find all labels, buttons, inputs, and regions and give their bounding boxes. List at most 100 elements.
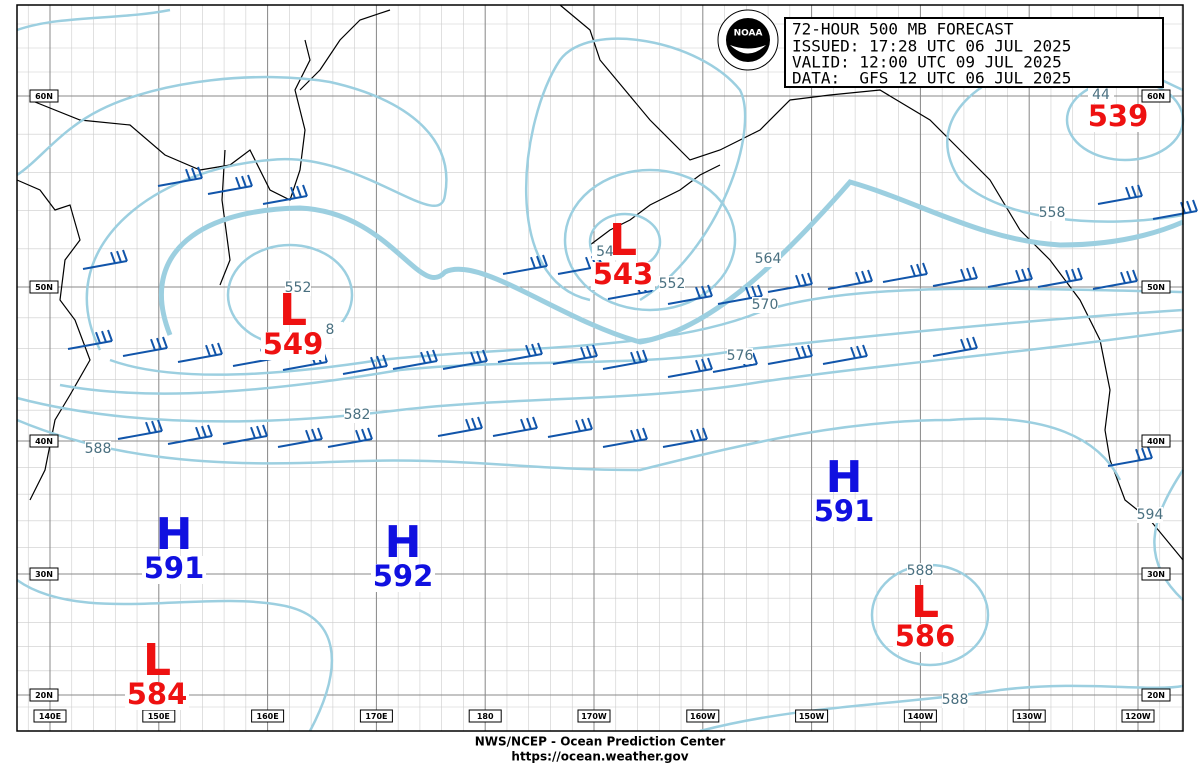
- label-box: [29, 89, 59, 103]
- contour-label: 552: [659, 276, 686, 292]
- wind-barb: [67, 340, 113, 350]
- wind-barb-tick: [1186, 200, 1192, 213]
- latitude-label: 60N: [35, 92, 53, 101]
- center-letter: L: [279, 285, 307, 336]
- wind-barb: [667, 295, 713, 305]
- contour-label: 54: [596, 244, 614, 260]
- center-value-bg: [142, 556, 206, 584]
- center-letter: H: [826, 452, 863, 503]
- wind-barb-tick: [855, 271, 861, 284]
- latitude-label: 30N: [1147, 570, 1165, 579]
- header-line: ISSUED: 17:28 UTC 06 JUL 2025: [792, 37, 1071, 56]
- wind-barb-tick: [302, 184, 308, 197]
- contour-label: 588: [85, 441, 112, 457]
- wind-barb-tick: [642, 349, 648, 362]
- wind-barb-tick: [867, 269, 873, 282]
- contour: [59, 308, 1184, 395]
- wind-barb-tick: [195, 426, 201, 439]
- wind-barb: [222, 435, 268, 445]
- wind-barb: [607, 290, 653, 300]
- center-value-bg: [812, 499, 876, 527]
- wind-barb: [827, 280, 873, 290]
- wind-barb: [1152, 210, 1198, 220]
- contour: [16, 328, 1184, 423]
- wind-barb-tick: [1021, 268, 1027, 281]
- logo-disc: [726, 18, 770, 62]
- wind-barb-tick: [116, 250, 122, 263]
- wind-barb-tick: [256, 425, 262, 438]
- center-letter: L: [143, 635, 171, 686]
- contour-label-bg: [85, 441, 111, 457]
- wind-barb-tick: [355, 429, 361, 442]
- wind-barb-tick: [856, 345, 862, 358]
- wind-barb: [207, 185, 253, 195]
- wind-barb-tick: [250, 426, 256, 439]
- noaa-logo: NOAA: [717, 9, 779, 71]
- label-box: [1141, 280, 1171, 294]
- label-box: [33, 709, 67, 723]
- center-value: 591: [144, 551, 205, 585]
- contour-label-bg: [752, 297, 778, 313]
- contour-label: 552: [285, 280, 312, 296]
- wind-barb: [282, 361, 328, 371]
- latitude-label: 60N: [1147, 92, 1165, 101]
- wind-barb: [157, 177, 203, 187]
- wind-barb: [177, 353, 223, 363]
- wind-barb-tick: [532, 416, 538, 429]
- wind-barb-tick: [420, 351, 426, 364]
- wind-barb: [492, 427, 538, 437]
- contour-label-bg: [1088, 87, 1114, 103]
- wind-barb-tick: [205, 344, 211, 357]
- longitude-label: 180: [477, 712, 494, 721]
- wind-barb-tick: [526, 417, 532, 430]
- center-letter: L: [609, 215, 637, 266]
- label-box: [29, 567, 59, 581]
- wind-barb-tick: [1027, 267, 1033, 280]
- wind-barb-tick: [1137, 184, 1143, 197]
- wind-barb-tick: [317, 427, 323, 440]
- wind-barb-tick: [1132, 269, 1138, 282]
- wind-barb-tick: [701, 285, 707, 298]
- contour: [699, 684, 1184, 733]
- wind-barb-tick: [862, 344, 868, 357]
- wind-barb-tick: [145, 421, 151, 434]
- center-value: 549: [263, 327, 324, 361]
- coast-aleutians: [589, 164, 721, 246]
- center-value: 586: [895, 619, 956, 653]
- contour-label-bg: [942, 692, 968, 708]
- wind-barb-tick: [1015, 269, 1021, 282]
- wind-barb-tick: [695, 286, 701, 299]
- wind-barb-tick: [162, 336, 168, 349]
- wind-barb: [767, 355, 813, 365]
- wind-barb-tick: [966, 267, 972, 280]
- contour-label-bg: [755, 251, 781, 267]
- logo-gull: [730, 45, 766, 54]
- wind-barb-tick: [211, 343, 217, 356]
- wind-barb-tick: [910, 264, 916, 277]
- wind-barb-tick: [580, 346, 586, 359]
- wind-barb-tick: [861, 270, 867, 283]
- wind-barb-tick: [217, 342, 223, 355]
- center-value-bg: [591, 262, 655, 290]
- wind-barb-tick: [801, 345, 807, 358]
- contour-label-bg: [1137, 507, 1163, 523]
- wind-barb-tick: [702, 427, 708, 440]
- center-value: 584: [127, 677, 188, 711]
- contour-label-bg: [727, 348, 753, 364]
- wind-barb-tick: [1147, 446, 1153, 459]
- label-box: [1141, 567, 1171, 581]
- wind-barb-tick: [305, 429, 311, 442]
- wind-barb: [277, 438, 323, 448]
- wind-barb: [342, 365, 388, 375]
- wind-barb-tick: [795, 346, 801, 359]
- wind-barb-tick: [536, 255, 542, 268]
- latitude-label: 40N: [35, 437, 53, 446]
- wind-barb-tick: [376, 355, 382, 368]
- latitude-label: 50N: [1147, 283, 1165, 292]
- wind-barb: [502, 265, 548, 275]
- contour-label: 570: [752, 297, 779, 313]
- footer-line: NWS/NCEP - Ocean Prediction Center: [475, 735, 726, 749]
- contour-label: 558: [1039, 205, 1066, 221]
- longitude-label: 120W: [1125, 712, 1151, 721]
- wind-barb-tick: [636, 350, 642, 363]
